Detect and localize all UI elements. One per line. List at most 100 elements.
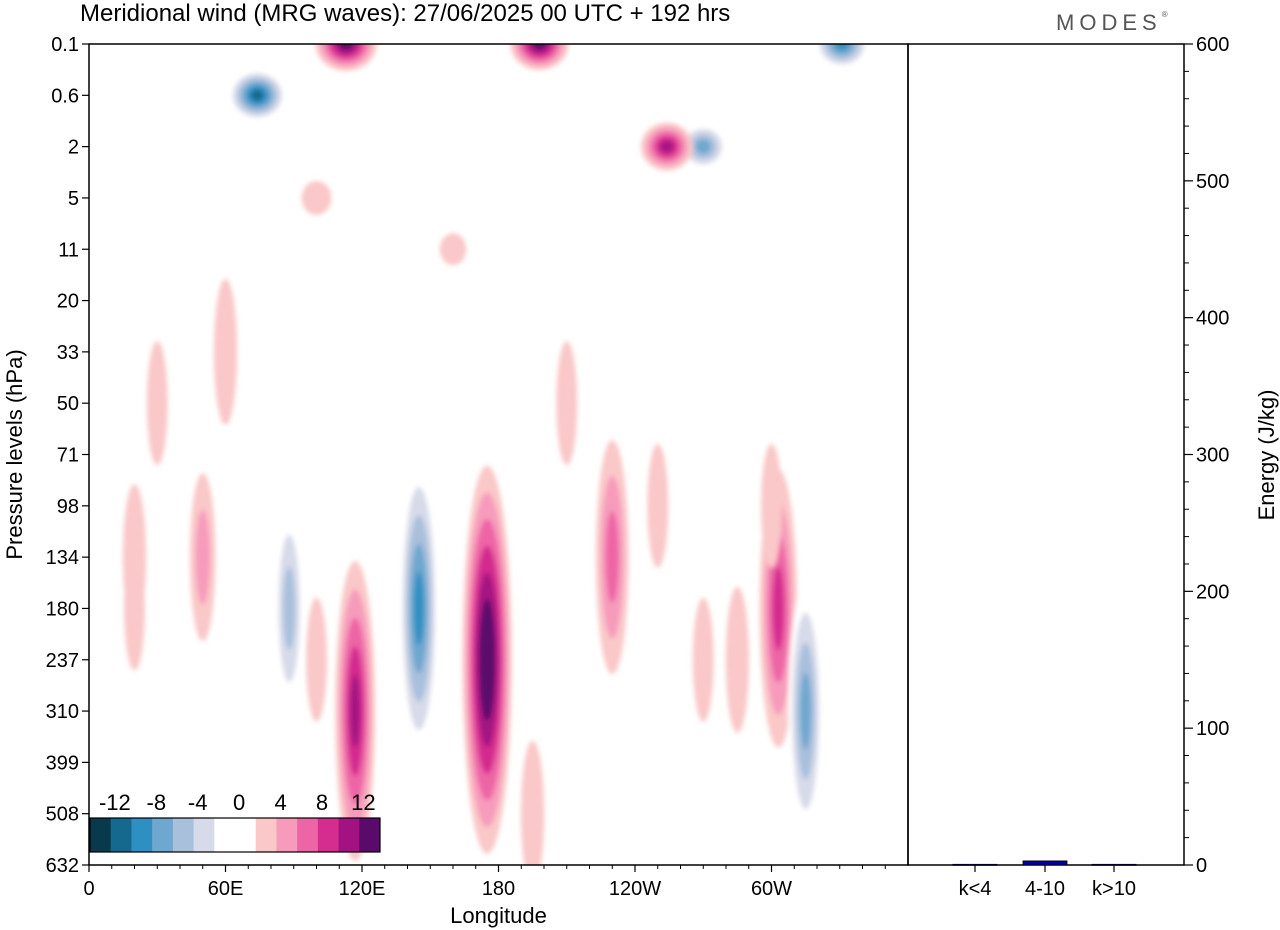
x-tick-label: 60W <box>751 878 792 900</box>
colorbar-swatch <box>193 818 215 852</box>
x-tick-label: 0 <box>83 878 94 900</box>
colorbar-swatch <box>172 818 195 852</box>
x-tick-label: 120E <box>339 878 386 900</box>
heatmap-blob <box>306 597 327 722</box>
heatmap-blob <box>521 740 545 865</box>
heatmap-blob <box>339 44 353 50</box>
energy-bar <box>1022 860 1068 866</box>
x-tick-label: 180 <box>482 878 515 900</box>
colorbar-label: -8 <box>147 790 167 815</box>
colorbar-swatch <box>214 818 236 852</box>
heatmap-blob <box>556 341 578 466</box>
heatmap-blob <box>215 597 236 722</box>
colorbar-swatch <box>131 818 153 852</box>
y-tick-label: 71 <box>57 445 79 467</box>
heatmap-blob <box>800 672 811 750</box>
colorbar-swatch <box>276 818 298 852</box>
heatmap-blob <box>620 232 650 267</box>
energy-bars: 0 100 200 300 400 500 600 k<4 4-10 k>10 Energy (J/… <box>952 34 1279 900</box>
x-tick-label: 60E <box>208 878 244 900</box>
logo-text: MODES <box>1056 10 1162 35</box>
heatmap-blob <box>301 180 332 215</box>
colorbar-label: -12 <box>99 790 131 815</box>
heatmap-blob <box>605 511 619 604</box>
y-axis-title: Pressure levels (hPa) <box>2 349 27 559</box>
page-title: Meridional wind (MRG waves): 27/06/2025 … <box>80 0 731 27</box>
y-tick-label: 5 <box>68 188 79 210</box>
heatmap-blob <box>439 233 467 266</box>
heatmap-blob <box>195 509 210 605</box>
heatmap-field <box>122 44 870 865</box>
colorbar-swatch <box>152 818 174 852</box>
heatmap-blob <box>660 140 674 153</box>
heatmap-blob <box>725 586 749 733</box>
energy-tick-label: 200 <box>1196 581 1229 603</box>
heatmap-blob <box>761 443 782 568</box>
heatmap-blob <box>482 625 492 695</box>
x-axis-title: Longitude <box>450 903 547 928</box>
colorbar-swatch <box>359 818 381 852</box>
colorbar-swatch <box>338 818 360 852</box>
colorbar-label: 8 <box>316 790 328 815</box>
heatmap-blob <box>828 586 852 733</box>
y-tick-label: 50 <box>57 393 79 415</box>
plot-frames <box>88 43 1185 866</box>
heatmap-blob <box>692 597 714 722</box>
registered-mark: ® <box>1161 10 1168 19</box>
y-tick-label: 98 <box>57 496 79 518</box>
heatmap-blob <box>533 44 546 50</box>
heatmap-blob <box>532 535 556 682</box>
x-tick-label: 120W <box>609 878 661 900</box>
colorbar-label: 12 <box>351 790 375 815</box>
colorbar-label: 0 <box>233 790 245 815</box>
colorbar-swatch <box>297 818 319 852</box>
colorbar-swatch <box>255 818 277 852</box>
heatmap-blob <box>283 566 296 651</box>
heatmap-blob <box>835 44 849 51</box>
heatmap-blob <box>695 139 711 154</box>
colorbar-swatch <box>235 818 257 852</box>
colorbar-border <box>89 817 381 853</box>
y-tick-label: 180 <box>46 598 79 620</box>
colorbar-swatch <box>317 818 340 852</box>
energy-tick-label: 400 <box>1196 308 1229 330</box>
heatmap-blob <box>146 341 168 466</box>
y-tick-label: 632 <box>46 855 79 877</box>
energy-category-label: k>10 <box>1092 878 1136 900</box>
heatmap-blob <box>647 443 669 568</box>
y-tick-label: 33 <box>57 342 79 364</box>
y-tick-label: 508 <box>46 804 79 826</box>
colorbar-label: 4 <box>274 790 286 815</box>
colorbar-swatch <box>110 818 132 852</box>
colorbar: -12 -8 -4 0 4 8 12 <box>89 790 381 853</box>
y-tick-label: 2 <box>68 137 79 159</box>
y-tick-label: 0.6 <box>51 85 79 107</box>
y-tick-label: 237 <box>46 650 79 672</box>
axes: 0.1 0.6 2 5 11 20 33 50 71 98 134 180 237 310 399 508 63… <box>2 34 886 928</box>
y-tick-label: 20 <box>57 291 79 313</box>
colorbar-swatch <box>90 818 112 852</box>
energy-frame <box>907 43 1185 866</box>
heatmap-blob <box>122 484 147 631</box>
energy-category-label: 4-10 <box>1025 878 1065 900</box>
y-tick-label: 310 <box>46 701 79 723</box>
heatmap-blob <box>413 571 424 646</box>
energy-tick-label: 300 <box>1196 445 1229 467</box>
heatmap-blob <box>772 566 785 651</box>
energy-tick-label: 500 <box>1196 171 1229 193</box>
heatmap-blob <box>213 278 238 425</box>
heatmap-blob <box>350 674 361 748</box>
y-tick-label: 399 <box>46 752 79 774</box>
modes-logo: MODES® <box>1056 10 1168 36</box>
colorbar-label: -4 <box>188 790 208 815</box>
energy-tick-label: 100 <box>1196 718 1229 740</box>
heatmap-blob <box>165 78 195 113</box>
y-tick-label: 0.1 <box>51 34 79 56</box>
y-tick-label: 11 <box>58 239 79 261</box>
energy-tick-label: 600 <box>1196 34 1229 56</box>
y-tick-label: 134 <box>46 547 79 569</box>
heatmap-blob <box>442 700 464 825</box>
energy-category-label: k<4 <box>959 878 992 900</box>
energy-tick-label: 0 <box>1196 855 1207 877</box>
